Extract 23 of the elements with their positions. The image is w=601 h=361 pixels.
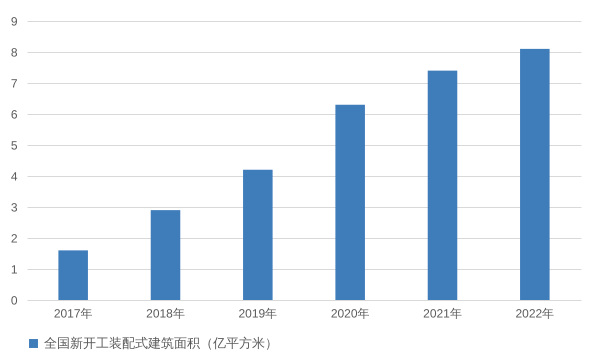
x-tick-label: 2017年 [54,306,93,320]
x-tick-label: 2019年 [238,306,278,320]
y-tick-label: 9 [10,14,18,28]
bar [428,70,458,300]
bar [150,210,180,300]
y-tick-label: 4 [10,170,18,184]
y-tick-label: 5 [10,138,18,152]
x-tick-label: 2021年 [423,306,462,320]
x-tick-label: 2022年 [515,306,554,320]
bar [520,48,550,300]
y-tick-label: 8 [10,46,18,60]
bar [335,104,365,300]
y-tick-label: 6 [10,108,18,122]
y-tick-label: 1 [10,262,18,276]
y-tick-label: 2 [10,232,18,246]
x-tick-label: 2018年 [146,306,185,320]
bar [58,250,88,300]
x-tick-label: 2020年 [330,306,370,320]
y-tick-label: 0 [10,294,18,308]
bar [243,170,273,300]
legend-label: 全国新开工装配式建筑面积（亿平方米） [44,336,278,350]
y-tick-label: 3 [10,200,18,214]
y-tick-label: 7 [10,76,18,90]
